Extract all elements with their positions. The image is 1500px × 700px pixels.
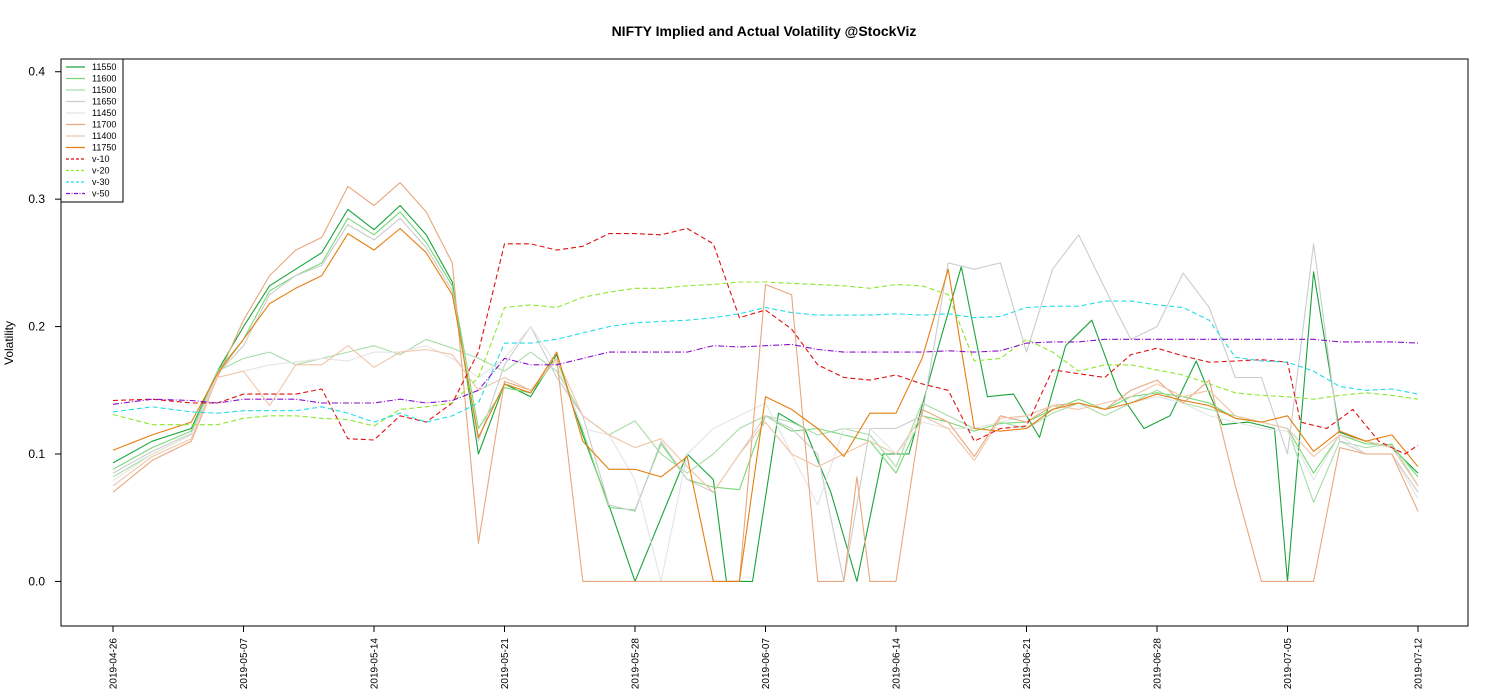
legend-label-11750: 11750 xyxy=(92,143,116,153)
x-tick-label: 2019-06-07 xyxy=(761,638,772,690)
legend-box xyxy=(60,58,124,203)
legend-label-11500: 11500 xyxy=(92,85,116,95)
x-tick-label: 2019-04-26 xyxy=(109,638,120,690)
legend-label-v-30: v-30 xyxy=(92,177,110,187)
x-tick-label: 2019-05-21 xyxy=(500,638,511,690)
series-line-11450 xyxy=(112,326,1419,582)
x-tick-label: 2019-05-28 xyxy=(631,638,642,690)
x-tick-label: 2019-06-28 xyxy=(1153,638,1164,690)
legend-label-v-10: v-10 xyxy=(92,154,110,164)
y-tick-label: 0.0 xyxy=(28,574,45,588)
series-layer xyxy=(112,182,1419,582)
y-axis-label: Volatility xyxy=(2,321,16,365)
x-tick-label: 2019-07-12 xyxy=(1414,638,1425,690)
legend-label-v-50: v-50 xyxy=(92,189,110,199)
series-line-11650 xyxy=(112,217,1419,582)
series-line-11550 xyxy=(112,204,1419,582)
series-line-v-50 xyxy=(112,338,1419,405)
legend-label-11700: 11700 xyxy=(92,120,116,130)
x-axis: 2019-04-26 2019-05-07 2019-05-14 2019-05-21… xyxy=(109,626,1425,689)
plot-frame xyxy=(60,58,1469,627)
legend-label-11550: 11550 xyxy=(92,62,116,72)
series-line-11700 xyxy=(112,182,1419,582)
y-tick-label: 0.1 xyxy=(28,447,45,461)
legend-label-11650: 11650 xyxy=(92,97,116,107)
y-tick-label: 0.4 xyxy=(28,65,45,79)
chart-title: NIFTY Implied and Actual Volatility @Sto… xyxy=(612,23,917,39)
x-tick-label: 2019-06-21 xyxy=(1022,638,1033,690)
series-line-11500 xyxy=(112,338,1419,503)
x-tick-label: 2019-07-05 xyxy=(1283,638,1294,690)
x-tick-label: 2019-05-14 xyxy=(370,638,381,690)
legend-label-11450: 11450 xyxy=(92,108,116,118)
y-tick-label: 0.2 xyxy=(28,320,45,334)
y-tick-label: 0.3 xyxy=(28,192,45,206)
series-line-v-20 xyxy=(112,281,1419,427)
legend-label-11600: 11600 xyxy=(92,74,116,84)
series-line-11750 xyxy=(112,227,1419,582)
x-tick-label: 2019-05-07 xyxy=(239,638,250,690)
series-line-v-10 xyxy=(112,227,1419,455)
legend-label-11400: 11400 xyxy=(92,131,116,141)
y-axis: 0.0 0.1 0.2 0.3 0.4 xyxy=(28,65,61,588)
legend-label-v-20: v-20 xyxy=(92,166,110,176)
series-line-11600 xyxy=(112,211,1419,511)
x-tick-label: 2019-06-14 xyxy=(892,638,903,690)
series-line-v-30 xyxy=(112,300,1419,423)
series-line-11400 xyxy=(112,345,1419,493)
